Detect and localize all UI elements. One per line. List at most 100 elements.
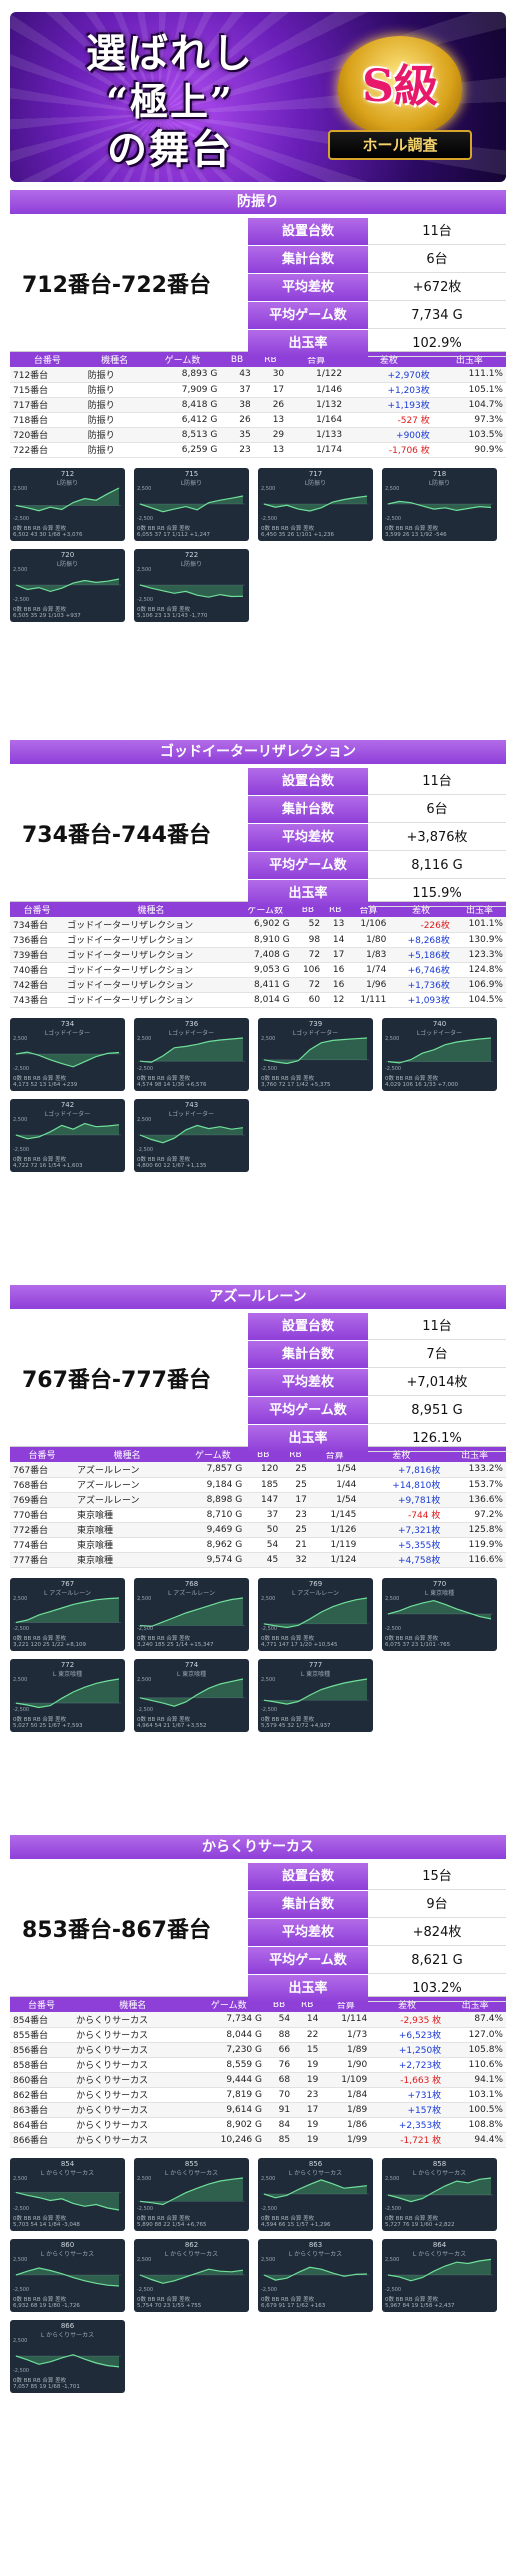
- table-header-cell: ゲーム数: [180, 1447, 246, 1462]
- slump-graph-card[interactable]: 863 L からくりサーカス 2,500 -2,500 0数 BB RB 合算 差枚 6,…: [258, 2238, 373, 2312]
- summary-value: +672枚: [368, 274, 506, 301]
- summary-value: 9台: [368, 1891, 506, 1918]
- table-cell: 119.9%: [443, 1537, 506, 1553]
- slump-graph-card[interactable]: 767 L アズールレーン 2,500 -2,500 0数 BB RB 合算 差枚 3,2…: [10, 1577, 125, 1651]
- slump-graph-card[interactable]: 712 L防振り 2,500 -2,500 0数 BB RB 合算 差枚 6,502 43…: [10, 467, 125, 541]
- axis-label-bottom: -2,500: [385, 1065, 402, 1072]
- table-cell: 9,574 G: [180, 1552, 246, 1568]
- table-cell: 136.6%: [443, 1492, 506, 1508]
- slump-graph-card[interactable]: 769 L アズールレーン 2,500 -2,500 0数 BB RB 合算 差枚 4,7…: [258, 1577, 373, 1651]
- axis-label-top: 2,500: [137, 1676, 152, 1683]
- slump-line-chart: [386, 1036, 493, 1064]
- table-cell: 60: [292, 992, 324, 1008]
- slump-graph-card[interactable]: 722 L防振り 2,500 -2,500 0数 BB RB 合算 差枚 5,106 23…: [134, 548, 249, 622]
- slump-graph-card[interactable]: 866 L からくりサーカス 2,500 -2,500 0数 BB RB 合算 差枚 7,…: [10, 2319, 125, 2393]
- graph-stats: 0数 BB RB 合算 差枚 5,890 88 22 1/54 +6,765: [137, 2214, 246, 2228]
- slump-graph-card[interactable]: 740 Lゴッドイーター 2,500 -2,500 0数 BB RB 合算 差枚 4,02…: [382, 1017, 497, 1091]
- table-cell: 97.2%: [443, 1507, 506, 1523]
- summary-label: 設置台数: [248, 1863, 368, 1890]
- slump-graph-card[interactable]: 743 Lゴッドイーター 2,500 -2,500 0数 BB RB 合算 差枚 4,80…: [134, 1098, 249, 1172]
- table-cell: 1/83: [347, 947, 390, 963]
- axis-label-bottom: -2,500: [137, 1065, 154, 1072]
- table-cell: 866番台: [10, 2132, 74, 2148]
- graph-machine-name: L アズールレーン: [44, 1589, 91, 1597]
- table-cell: 37: [245, 1507, 282, 1523]
- slump-line: [387, 500, 492, 511]
- summary-row: 出玉率 103.2%: [248, 1975, 506, 2002]
- table-cell: 1/111: [347, 992, 390, 1008]
- table-cell: 123.3%: [452, 947, 506, 963]
- table-cell: 6,902 G: [237, 917, 293, 933]
- slump-graph-card[interactable]: 774 L 東京喰種 2,500 -2,500 0数 BB RB 合算 差枚 4,964 …: [134, 1658, 249, 1732]
- table-row: 717番台 防振り 8,418 G 38 26 1/132 +1,193枚 104.7%: [10, 397, 506, 413]
- graph-stats: 0数 BB RB 合算 差枚 5,703 54 14 1/84 -3,048: [13, 2214, 122, 2228]
- graph-stats-labels: 0数 BB RB 合算 差枚: [261, 1075, 315, 1082]
- slump-graph-card[interactable]: 854 L からくりサーカス 2,500 -2,500 0数 BB RB 合算 差枚 5,…: [10, 2157, 125, 2231]
- summary-label: 平均ゲーム数: [248, 302, 368, 329]
- table-cell: 17: [293, 2102, 322, 2118]
- axis-label-bottom: -2,500: [261, 1706, 278, 1713]
- slump-line: [387, 2258, 492, 2281]
- axis-label-bottom: -2,500: [261, 515, 278, 522]
- table-cell: +9,781枚: [359, 1492, 444, 1508]
- slump-graph-card[interactable]: 777 L 東京喰種 2,500 -2,500 0数 BB RB 合算 差枚 5,579 …: [258, 1658, 373, 1732]
- slump-graph-card[interactable]: 736 Lゴッドイーター 2,500 -2,500 0数 BB RB 合算 差枚 4,57…: [134, 1017, 249, 1091]
- table-cell: 1/145: [309, 1507, 360, 1523]
- summary-label: 設置台数: [248, 768, 368, 795]
- table-cell: 91: [264, 2102, 294, 2118]
- slump-graph-card[interactable]: 715 L防振り 2,500 -2,500 0数 BB RB 合算 差枚 6,055 37…: [134, 467, 249, 541]
- slump-graph-card[interactable]: 856 L からくりサーカス 2,500 -2,500 0数 BB RB 合算 差枚 4,…: [258, 2157, 373, 2231]
- slump-graph-card[interactable]: 864 L からくりサーカス 2,500 -2,500 0数 BB RB 合算 差枚 5,…: [382, 2238, 497, 2312]
- table-cell: 736番台: [10, 932, 65, 948]
- table-cell: からくりサーカス: [73, 2042, 193, 2058]
- graph-stats-values: 3,599 26 13 1/92 -546: [385, 531, 447, 538]
- graph-machine-number: 718: [432, 469, 447, 478]
- slump-area: [388, 1600, 491, 1619]
- slump-graph-card[interactable]: 717 L防振り 2,500 -2,500 0数 BB RB 合算 差枚 6,450 35…: [258, 467, 373, 541]
- graph-machine-name: L からくりサーカス: [164, 2250, 219, 2258]
- axis-label-top: 2,500: [385, 485, 400, 492]
- slump-line: [15, 1677, 120, 1708]
- graph-grid: 767 L アズールレーン 2,500 -2,500 0数 BB RB 合算 差枚 3,2…: [10, 1577, 506, 1746]
- table-cell: 35: [220, 427, 254, 443]
- table-cell: アズールレーン: [73, 1477, 181, 1493]
- slump-graph-card[interactable]: 739 Lゴッドイーター 2,500 -2,500 0数 BB RB 合算 差枚 3,76…: [258, 1017, 373, 1091]
- slump-graph-card[interactable]: 742 Lゴッドイーター 2,500 -2,500 0数 BB RB 合算 差枚 4,72…: [10, 1098, 125, 1172]
- table-cell: 854番台: [10, 2012, 74, 2028]
- table-cell: 8,898 G: [180, 1492, 246, 1508]
- graph-machine-number: 717: [308, 469, 323, 478]
- axis-label-top: 2,500: [261, 485, 276, 492]
- table-cell: 720番台: [10, 427, 85, 443]
- slump-line: [263, 495, 368, 512]
- summary-label: 平均ゲーム数: [248, 1397, 368, 1424]
- slump-line: [387, 2176, 492, 2202]
- table-cell: 54: [245, 1537, 282, 1553]
- slump-graph-card[interactable]: 862 L からくりサーカス 2,500 -2,500 0数 BB RB 合算 差枚 5,…: [134, 2238, 249, 2312]
- slump-graph-card[interactable]: 718 L防振り 2,500 -2,500 0数 BB RB 合算 差枚 3,599 26…: [382, 467, 497, 541]
- table-cell: 774番台: [10, 1537, 74, 1553]
- slump-graph-card[interactable]: 772 L 東京喰種 2,500 -2,500 0数 BB RB 合算 差枚 5,027 …: [10, 1658, 125, 1732]
- graph-stats: 0数 BB RB 合算 差枚 3,599 26 13 1/92 -546: [385, 524, 494, 538]
- slump-area: [140, 2177, 243, 2204]
- slump-graph-card[interactable]: 734 Lゴッドイーター 2,500 -2,500 0数 BB RB 合算 差枚 4,17…: [10, 1017, 125, 1091]
- table-cell: 1/96: [347, 977, 390, 993]
- summary-rows: 設置台数 11台 集計台数 6台 平均差枚 +3,876枚 平均ゲーム数 8,116 G 出玉率…: [248, 768, 506, 908]
- slump-graph-card[interactable]: 855 L からくりサーカス 2,500 -2,500 0数 BB RB 合算 差枚 5,…: [134, 2157, 249, 2231]
- slump-graph-card[interactable]: 858 L からくりサーカス 2,500 -2,500 0数 BB RB 合算 差枚 5,…: [382, 2157, 497, 2231]
- slump-graph-card[interactable]: 720 L防振り 2,500 -2,500 0数 BB RB 合算 差枚 6,505 35…: [10, 548, 125, 622]
- axis-label-top: 2,500: [13, 566, 28, 573]
- summary-value: 6台: [368, 246, 506, 273]
- table-cell: 30: [253, 367, 288, 383]
- slump-line: [15, 1596, 120, 1623]
- table-cell: アズールレーン: [73, 1492, 181, 1508]
- table-cell: 722番台: [10, 442, 85, 458]
- slump-graph-card[interactable]: 770 L 東京喰種 2,500 -2,500 0数 BB RB 合算 差枚 6,075 …: [382, 1577, 497, 1651]
- slump-graph-card[interactable]: 860 L からくりサーカス 2,500 -2,500 0数 BB RB 合算 差枚 6,…: [10, 2238, 125, 2312]
- axis-label-top: 2,500: [137, 1116, 152, 1123]
- slump-line-chart: [138, 1596, 245, 1627]
- graph-machine-number: 736: [184, 1019, 199, 1028]
- summary-row: 出玉率 102.9%: [248, 330, 506, 357]
- table-cell: 19: [293, 2117, 322, 2133]
- slump-graph-card[interactable]: 768 L アズールレーン 2,500 -2,500 0数 BB RB 合算 差枚 3,2…: [134, 1577, 249, 1651]
- graph-machine-name: L 東京喰種: [300, 1670, 331, 1678]
